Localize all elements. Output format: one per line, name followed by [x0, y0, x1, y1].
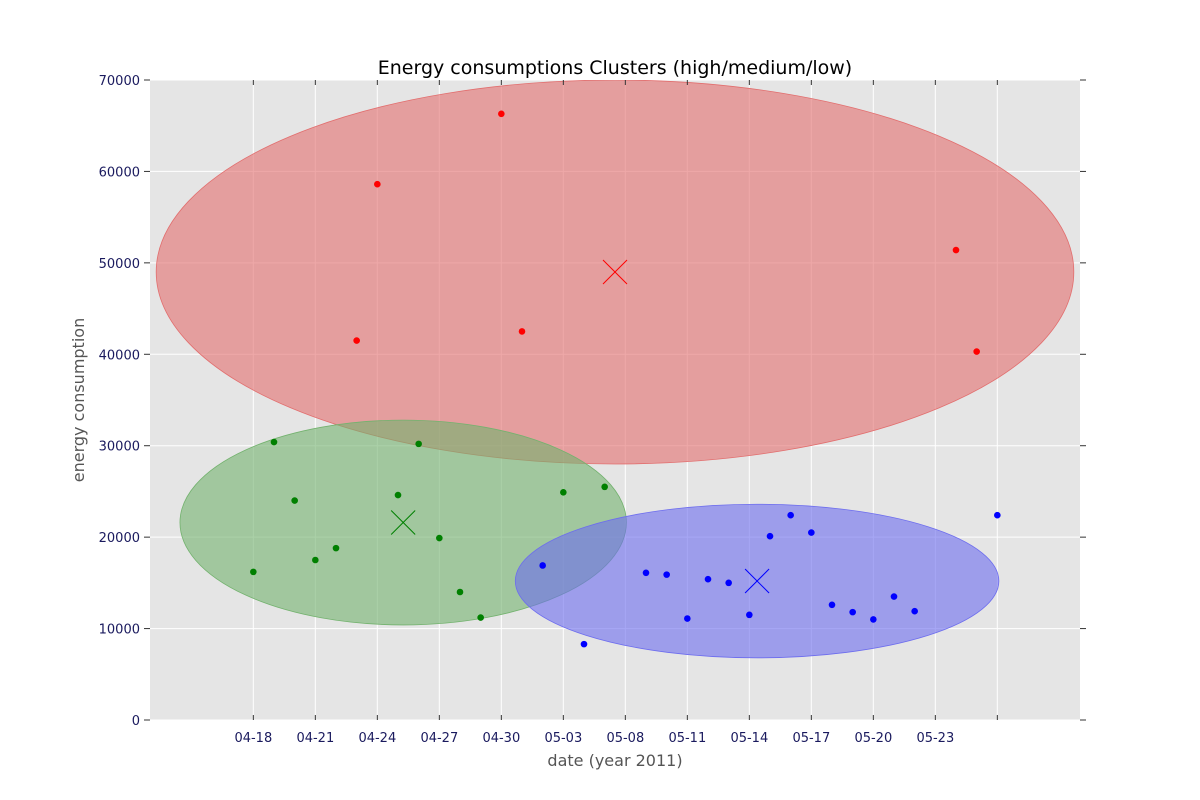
y-tick-label: 0 [132, 714, 140, 729]
data-point [870, 616, 877, 623]
x-tick-label: 05-14 [730, 731, 768, 746]
data-point [291, 497, 298, 504]
x-tick-label: 05-08 [606, 731, 644, 746]
data-point [704, 575, 712, 583]
data-point [766, 532, 774, 540]
data-point [477, 614, 484, 621]
data-point [642, 569, 650, 577]
data-point [663, 571, 670, 578]
data-point [415, 440, 422, 448]
data-points [250, 110, 1001, 648]
data-point [601, 483, 608, 491]
y-axis-label: energy consumption [69, 318, 88, 482]
x-tick-label: 04-21 [296, 731, 334, 746]
data-point [952, 246, 960, 254]
x-axis-label: date (year 2011) [547, 751, 682, 770]
data-point [973, 348, 980, 355]
centroid-marker [390, 510, 416, 535]
y-tick-label: 10000 [99, 623, 140, 638]
x-tick-label: 04-27 [420, 731, 458, 746]
data-point [374, 180, 381, 188]
data-point [994, 511, 1001, 519]
data-point [849, 608, 856, 616]
cluster-centroids [390, 259, 770, 594]
data-point [787, 511, 794, 519]
x-tick-label: 05-23 [916, 731, 954, 746]
data-point [890, 593, 898, 600]
data-point [560, 489, 567, 496]
data-point [332, 544, 340, 552]
data-point [808, 529, 815, 536]
cluster-ellipses [155, 80, 1075, 659]
data-point [539, 562, 546, 569]
y-tick-label: 20000 [99, 531, 140, 546]
axis-ticks: 04-18 04-21 04-24 04-27 04-30 05-03 05-08 05-11… [99, 74, 1086, 746]
centroid-marker [744, 568, 770, 594]
data-point [394, 491, 402, 499]
data-point [746, 611, 753, 619]
data-point [353, 337, 360, 344]
x-tick-label: 05-17 [792, 731, 830, 746]
data-point [828, 601, 836, 609]
data-point [518, 328, 526, 335]
data-point [580, 640, 588, 648]
y-tick-label: 50000 [99, 257, 140, 272]
data-point [436, 534, 443, 542]
data-point [312, 556, 319, 564]
y-tick-label: 40000 [99, 348, 140, 363]
x-tick-label: 05-11 [668, 731, 706, 746]
data-point [911, 607, 918, 615]
y-tick-label: 70000 [99, 74, 140, 89]
centroid-marker [602, 259, 628, 285]
data-point [725, 579, 732, 587]
x-tick-label: 04-30 [482, 731, 520, 746]
data-point [684, 615, 691, 622]
y-tick-label: 60000 [99, 165, 140, 180]
data-point [270, 438, 278, 446]
x-tick-label: 05-03 [544, 731, 582, 746]
x-tick-label: 05-20 [854, 731, 892, 746]
chart-title: Energy consumptions Clusters (high/mediu… [378, 57, 852, 79]
data-point [498, 110, 505, 118]
data-point [250, 568, 257, 576]
data-point [456, 588, 464, 596]
y-tick-label: 30000 [99, 440, 140, 455]
x-tick-label: 04-18 [234, 731, 272, 746]
x-tick-label: 04-24 [358, 731, 396, 746]
